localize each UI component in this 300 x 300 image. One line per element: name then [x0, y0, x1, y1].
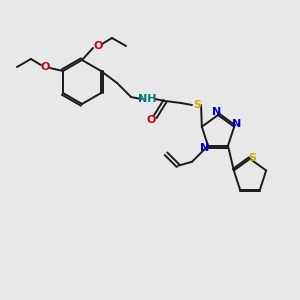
Text: O: O: [40, 62, 50, 72]
Text: S: S: [248, 153, 256, 163]
Text: O: O: [146, 115, 156, 125]
Text: O: O: [93, 41, 103, 51]
Text: N: N: [212, 107, 222, 117]
Text: S: S: [193, 100, 201, 110]
Text: N: N: [200, 143, 210, 153]
Text: N: N: [232, 119, 241, 129]
Text: NH: NH: [138, 94, 156, 104]
